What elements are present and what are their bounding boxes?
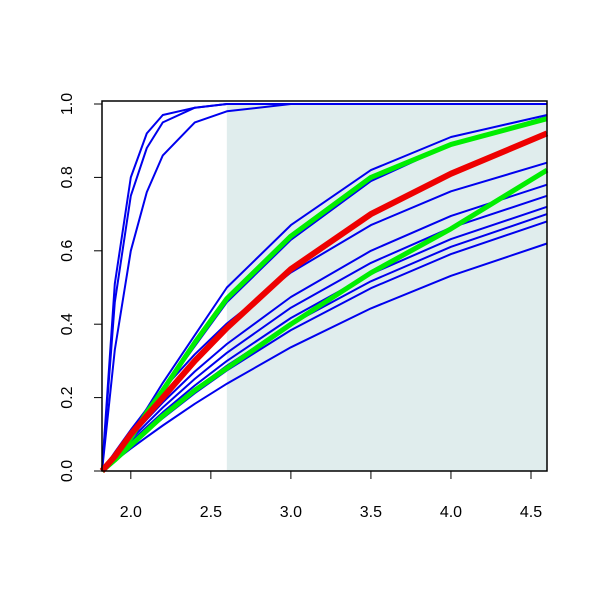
series-line [100,167,549,473]
x-tick-label: 3.0 [280,504,302,521]
x-tick-label: 3.5 [360,504,382,521]
y-tick-label: 0.6 [59,240,76,262]
x-tick-label: 2.5 [200,504,222,521]
series-line [101,103,547,472]
x-tick-label: 2.0 [120,504,142,521]
plot-box [101,100,548,472]
series-line [99,130,549,473]
y-tick-label: 0.2 [59,386,76,408]
y-tick-label: 0.4 [59,313,76,335]
x-tick-label: 4.0 [440,504,462,521]
y-tick-label: 1.0 [59,93,76,115]
x-tick-label: 4.5 [520,504,542,521]
shaded-region [226,104,547,471]
y-tick-label: 0.8 [59,166,76,188]
y-tick-label: 0.0 [59,460,76,482]
